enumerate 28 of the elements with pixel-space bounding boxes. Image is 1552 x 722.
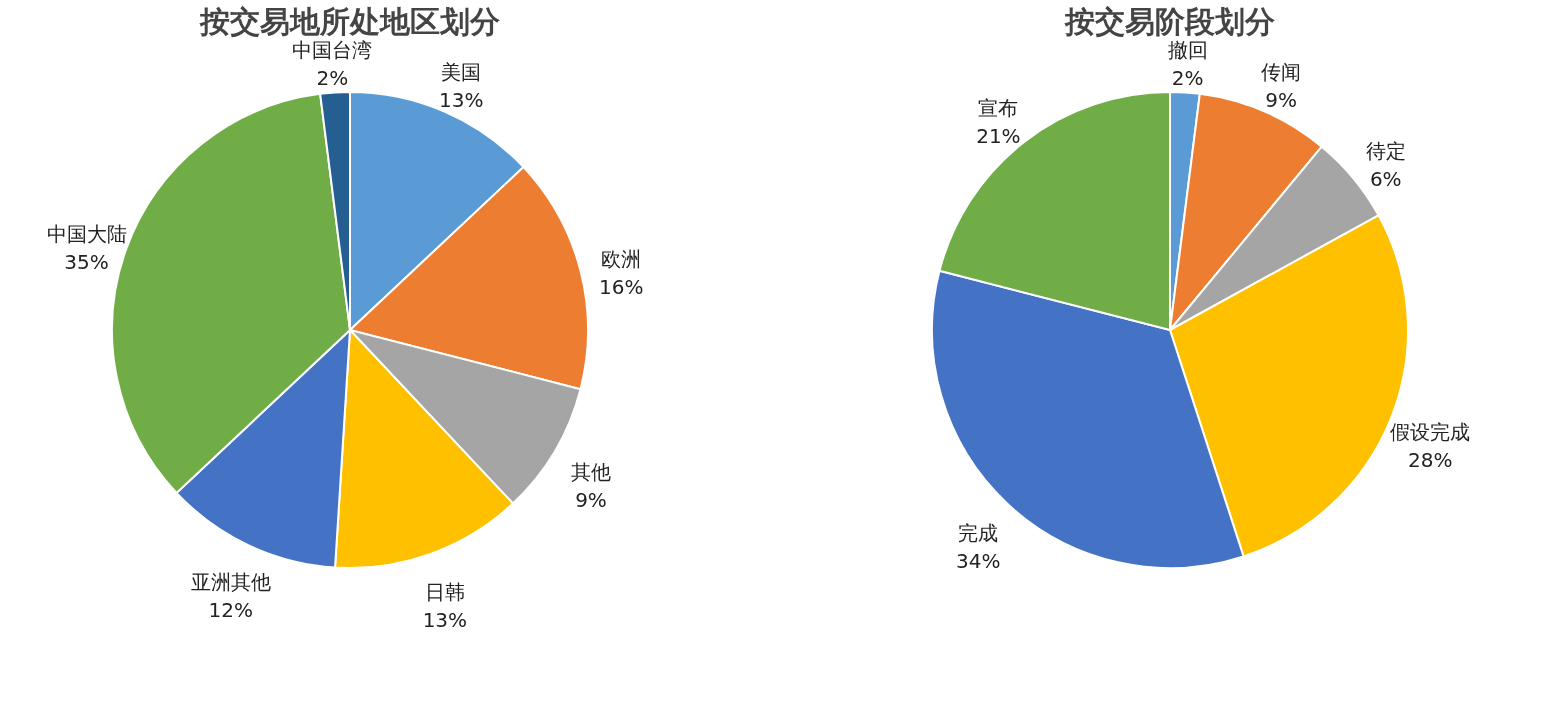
slice-label: 中国大陆 (46, 222, 127, 247)
data-label: 35% (64, 250, 109, 275)
slice-label: 美国 (441, 60, 482, 85)
chart-title: 按交易地所处地区划分 (199, 4, 500, 39)
slice-label: 欧洲 (601, 247, 642, 272)
data-label: 9% (1265, 88, 1298, 113)
slice-label: 待定 (1365, 138, 1406, 163)
slice-label: 亚洲其他 (190, 570, 271, 595)
slice-label: 宣布 (978, 95, 1019, 120)
slice-label: 完成 (958, 521, 999, 546)
data-label: 16% (598, 275, 644, 300)
slice-label: 假设完成 (1390, 420, 1471, 445)
data-label: 6% (1369, 166, 1402, 191)
slice-label: 日韩 (424, 580, 465, 605)
data-label: 2% (316, 65, 349, 90)
slice-label: 传闻 (1261, 60, 1302, 85)
data-label: 13% (422, 608, 468, 633)
data-label: 9% (575, 487, 607, 512)
slice-label: 撤回 (1167, 37, 1208, 62)
slice-label: 中国台湾 (292, 37, 373, 62)
data-label: 2% (1171, 65, 1204, 90)
data-label: 21% (976, 123, 1021, 148)
data-label: 28% (1408, 448, 1453, 473)
data-label: 12% (208, 598, 254, 623)
data-label: 34% (956, 549, 1001, 574)
data-label: 13% (438, 88, 484, 113)
slice-label: 其他 (571, 459, 612, 484)
chart-title: 按交易阶段划分 (1064, 4, 1275, 39)
